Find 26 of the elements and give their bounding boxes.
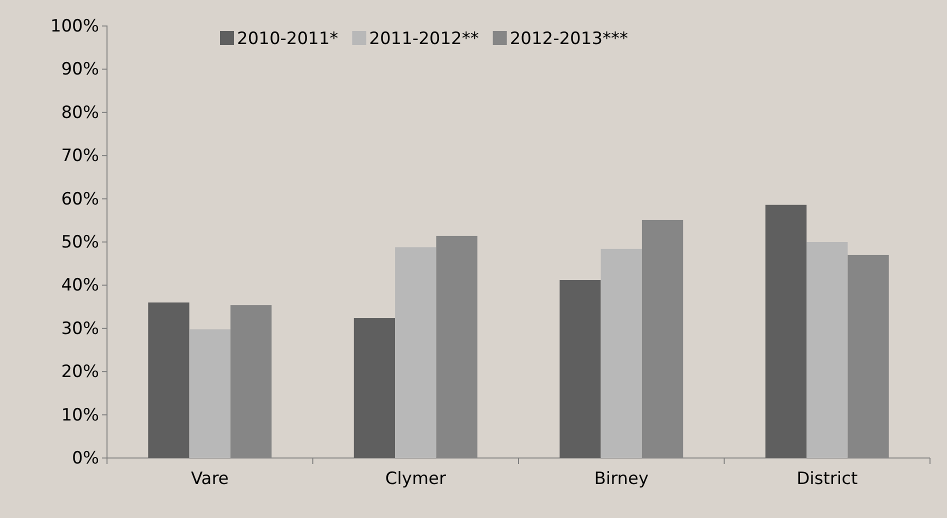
y-tick-label: 70% — [61, 146, 99, 166]
y-tick-label: 80% — [61, 102, 99, 123]
x-tick-label: Clymer — [385, 469, 446, 490]
y-tick-label: 90% — [61, 60, 99, 80]
y-tick-label: 10% — [61, 405, 99, 426]
y-tick-label: 40% — [61, 276, 99, 296]
legend-label: 2010-2011* — [237, 29, 338, 49]
bar — [560, 280, 601, 458]
legend-label: 2011-2012** — [369, 29, 479, 49]
y-tick-label: 0% — [72, 448, 99, 468]
y-tick-label: 50% — [61, 232, 99, 252]
bar — [765, 204, 807, 458]
bar — [600, 248, 642, 458]
y-tick-label: 30% — [61, 318, 99, 339]
y-tick-label: 60% — [61, 189, 99, 210]
bar — [395, 247, 436, 458]
bar — [806, 242, 848, 458]
x-tick-label: Vare — [190, 469, 229, 490]
x-tick-label: District — [796, 469, 858, 490]
bar — [354, 318, 396, 458]
x-tick-label: Birney — [594, 469, 649, 490]
bar — [189, 329, 230, 458]
bar — [148, 302, 190, 458]
y-tick-label: 20% — [61, 362, 99, 382]
legend-label: 2012-2013*** — [510, 29, 628, 49]
y-tick-label: 100% — [50, 16, 99, 36]
